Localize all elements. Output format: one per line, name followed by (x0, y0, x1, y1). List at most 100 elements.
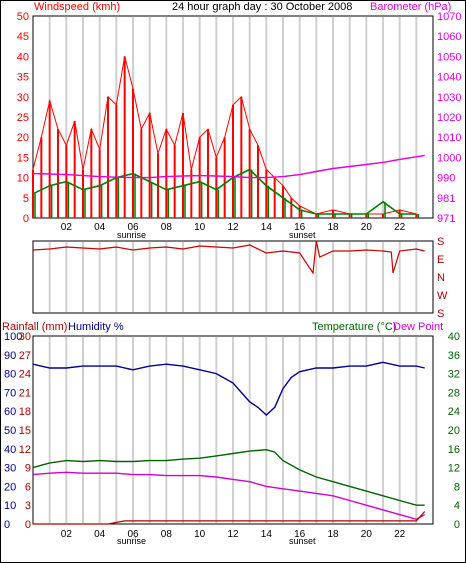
sunset-label-1: sunset (289, 230, 316, 240)
windspeed-tick: 15 (17, 152, 29, 164)
humidity-axis-label: Humidity % (68, 321, 124, 333)
windspeed-tick: 0 (23, 213, 29, 225)
rainfall-axis-label: Rainfall (mm) (2, 321, 67, 333)
barometer-tick: 1040 (437, 72, 461, 84)
x-tick-label: 10 (194, 222, 206, 233)
temperature-tick: 32 (448, 369, 460, 381)
humidity-tick: 50 (4, 425, 16, 437)
direction-tick: E (437, 254, 444, 266)
direction-series (32, 240, 425, 275)
x-tick-label: 14 (261, 222, 273, 233)
x-tick-label: 14 (261, 529, 273, 540)
x-tick-label: 16 (294, 529, 306, 540)
windspeed-axis-label: Windspeed (kmh) (34, 1, 120, 13)
x-tick-label: 04 (94, 222, 106, 233)
barometer-tick: 1010 (437, 132, 461, 144)
chart-title: 24 hour graph day : 30 October 2008 (172, 1, 352, 13)
x-tick-label: 18 (327, 529, 339, 540)
humidity-tick: 60 (4, 406, 16, 418)
direction-tick: S (437, 308, 444, 320)
rainfall-line (33, 511, 426, 525)
direction-tick: N (437, 272, 445, 284)
x-tick-label: 02 (61, 529, 73, 540)
wind-gust-line (32, 56, 417, 215)
x-tick-label: 04 (94, 529, 106, 540)
x-tick-label: 18 (327, 222, 339, 233)
barometer-tick: 1000 (437, 152, 461, 164)
temperature-tick: 40 (448, 331, 460, 343)
x-tick-label: 20 (361, 222, 373, 233)
barometer-tick: 1050 (437, 51, 461, 63)
x-tick-label: 08 (161, 222, 173, 233)
direction-grid (48, 242, 418, 312)
temperature-tick: 12 (448, 463, 460, 475)
wind-series (32, 56, 425, 218)
humidity-tick: 80 (4, 369, 16, 381)
x-tick-label: 10 (194, 529, 206, 540)
dewpoint-line (32, 471, 426, 521)
x-tick-label: 22 (394, 222, 406, 233)
x-tick-label: 20 (361, 529, 373, 540)
temperature-tick: 28 (448, 387, 460, 399)
humidity-tick: 40 (4, 444, 16, 456)
sunrise-label-3: sunrise (117, 536, 146, 546)
humidity-line (32, 361, 425, 416)
temperature-tick: 16 (448, 444, 460, 456)
wind-x-tick-labels: 02 04 06 08 10 12 14 16 18 20 22 (61, 222, 406, 233)
windspeed-tick: 30 (17, 92, 29, 104)
barometer-tick: 1070 (437, 11, 461, 23)
humidity-tick: 30 (4, 463, 16, 475)
barometer-tick: 1060 (437, 31, 461, 43)
barometer-tick: 1020 (437, 112, 461, 124)
x-tick-label: 12 (227, 529, 239, 540)
wind-average-line (32, 168, 417, 215)
windspeed-tick: 45 (17, 31, 29, 43)
temperature-tick: 24 (448, 406, 460, 418)
x-tick-label: 16 (294, 222, 306, 233)
rainfall-tick: 0 (25, 519, 31, 531)
rainfall-tick: 12 (19, 444, 31, 456)
barometer-tick: 981 (437, 193, 455, 205)
windspeed-tick: 20 (17, 132, 29, 144)
dewpoint-axis-label: Dew Point (393, 321, 443, 333)
barometer-line (32, 154, 425, 179)
humidity-tick: 20 (4, 481, 16, 493)
rainfall-tick: 3 (25, 500, 31, 512)
rainfall-tick: 18 (19, 406, 31, 418)
barometer-axis-label: Barometer (hPa) (370, 1, 451, 13)
rainfall-tick: 9 (25, 463, 31, 475)
windspeed-tick: 35 (17, 72, 29, 84)
direction-tick: W (437, 290, 448, 302)
windspeed-tick: 5 (23, 193, 29, 205)
rainfall-tick: 24 (19, 369, 31, 381)
sunrise-label-1: sunrise (117, 230, 146, 240)
x-tick-label: 08 (161, 529, 173, 540)
x-tick-label: 06 (127, 529, 139, 540)
humidity-tick: 90 (4, 350, 16, 362)
rainfall-tick: 30 (19, 331, 31, 343)
barometer-tick: 1030 (437, 92, 461, 104)
temperature-tick: 4 (454, 500, 460, 512)
temperature-tick: 36 (448, 350, 460, 362)
rainfall-tick: 27 (19, 350, 31, 362)
temp-x-tick-labels: 02 04 06 08 10 12 14 16 18 20 22 (61, 529, 406, 540)
windspeed-tick: 50 (17, 11, 29, 23)
direction-line (32, 240, 425, 275)
humidity-tick: 10 (4, 500, 16, 512)
humidity-tick: 0 (4, 519, 10, 531)
windspeed-tick: 40 (17, 51, 29, 63)
humidity-tick: 70 (4, 387, 16, 399)
windspeed-tick: 25 (17, 112, 29, 124)
temp-series (32, 361, 426, 525)
barometer-tick-labels: 1070 1060 1050 1040 1030 1020 1010 1000 990 981 97… (437, 11, 461, 225)
x-tick-label: 02 (61, 222, 73, 233)
rainfall-tick: 15 (19, 425, 31, 437)
temperature-line (32, 448, 425, 506)
x-tick-label: 12 (227, 222, 239, 233)
x-tick-label: 22 (394, 529, 406, 540)
barometer-tick: 971 (437, 213, 455, 225)
